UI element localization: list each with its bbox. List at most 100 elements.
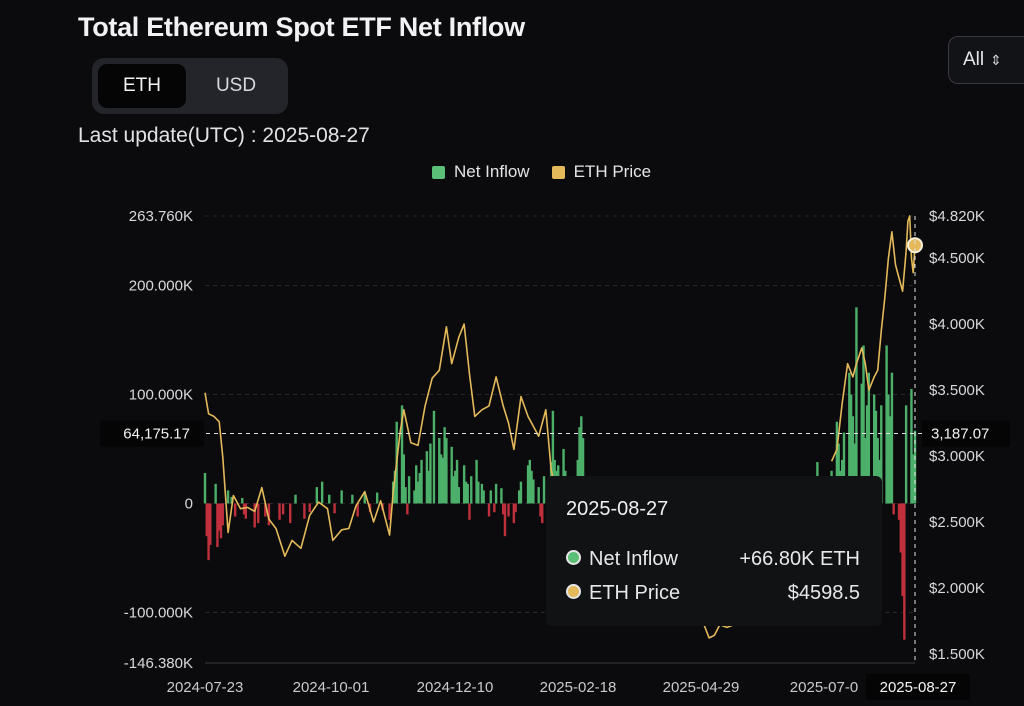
inflow-bar (502, 503, 505, 515)
legend-item-eth-price[interactable]: ETH Price (551, 162, 652, 182)
inflow-bar (494, 483, 498, 504)
inflow-bar (289, 503, 292, 524)
left-axis-tick-label: -146.380K (124, 655, 193, 672)
chevron-updown-icon: ⇕ (990, 52, 1002, 68)
inflow-bar (580, 416, 583, 504)
inflow-bar (393, 470, 397, 504)
inflow-bar (848, 372, 851, 504)
inflow-bar (413, 490, 416, 504)
left-axis-tick-label: 200.000K (129, 277, 193, 294)
inflow-bar (315, 487, 319, 504)
legend-label-eth-price: ETH Price (573, 162, 652, 181)
inflow-bar (264, 503, 267, 517)
inflow-bar (528, 459, 532, 504)
inflow-bar (219, 503, 223, 539)
inflow-bar (216, 503, 219, 548)
right-axis-tick-label: $4.500K (929, 250, 985, 267)
x-axis-tick-label: 2024-10-01 (293, 679, 370, 696)
inflow-bar (517, 490, 521, 504)
inflow-bar (899, 503, 902, 553)
crosshair: 64,175.17 3,187.07 (100, 216, 1010, 663)
inflow-bar (892, 503, 895, 515)
inflow-bar (493, 503, 496, 513)
inflow-bar (404, 487, 407, 504)
inflow-bar (445, 438, 448, 504)
inflow-bar (874, 410, 878, 504)
tooltip-label-eth-price: ETH Price (589, 582, 681, 604)
inflow-bar (214, 483, 217, 504)
inflow-bar (901, 503, 904, 597)
inflow-bar (487, 503, 491, 517)
inflow-bar (897, 503, 901, 520)
inflow-bar (450, 446, 453, 504)
tooltip-row-eth-price: ETH Price $4598.5 (566, 582, 866, 605)
inflow-bar (457, 487, 461, 504)
inflow-bar (887, 394, 890, 504)
inflow-bar (500, 488, 503, 504)
inflow-bar (281, 503, 285, 515)
unit-toggle[interactable]: ETH USD (92, 58, 288, 114)
inflow-bar (241, 498, 244, 504)
inflow-bar (267, 503, 271, 526)
right-axis-tick-label: $2.000K (929, 580, 985, 597)
price-line (830, 215, 916, 462)
x-axis-tick-label: 2025-08-27 (880, 679, 957, 696)
inflow-bar (539, 503, 542, 517)
inflow-bar (480, 483, 484, 504)
inflow-bar (244, 503, 248, 519)
inflow-bar (416, 481, 420, 504)
inflow-bar (418, 472, 421, 504)
x-axis-tick-label: 2025-04-29 (663, 679, 740, 696)
unit-toggle-usd[interactable]: USD (215, 75, 257, 96)
inflow-bar (218, 503, 221, 531)
inflow-bar (885, 345, 888, 504)
inflow-bar (835, 421, 839, 504)
inflow-bars (203, 307, 917, 640)
left-axis-tick-label: 100.000K (129, 386, 193, 403)
inflow-bar (864, 438, 867, 504)
legend-item-net-inflow[interactable]: Net Inflow (432, 162, 530, 182)
inflow-bar (512, 503, 516, 524)
inflow-bar (581, 438, 585, 504)
inflow-bar (468, 503, 471, 520)
inflow-bar (903, 503, 906, 640)
inflow-bar (452, 476, 455, 504)
left-axis-tick-label: 0 (185, 495, 193, 512)
left-axis-tick-label: -100.000K (124, 604, 193, 621)
inflow-bar (402, 454, 405, 504)
inflow-bar (514, 503, 517, 513)
inflow-bar (526, 465, 530, 504)
range-select[interactable]: All ⇕ (948, 36, 1024, 84)
chart-title: Total Ethereum Spot ETF Net Inflow (78, 12, 525, 42)
inflow-bar (849, 394, 853, 504)
tooltip-value-net-inflow: +66.80K ETH (739, 548, 860, 570)
inflow-bar (230, 496, 233, 504)
inflow-bar (415, 465, 418, 504)
inflow-bar (340, 490, 343, 504)
crosshair-right-value: 3,187.07 (931, 426, 989, 443)
inflow-bar (356, 503, 359, 517)
legend-swatch-price (551, 165, 565, 179)
x-axis-tick-label: 2025-07-0 (790, 679, 858, 696)
tooltip-value-eth-price: $4598.5 (787, 582, 860, 604)
inflow-bar (912, 454, 915, 504)
inflow-bar (278, 503, 281, 520)
x-axis-tick-label: 2025-02-18 (540, 679, 617, 696)
inflow-bar (855, 307, 858, 504)
inflow-bar (489, 490, 492, 504)
inflow-bar (221, 503, 224, 526)
inflow-bar (542, 476, 546, 504)
inflow-bar (910, 389, 913, 504)
inflow-bar (865, 405, 869, 504)
inflow-bar (507, 503, 510, 517)
tooltip-dot-inflow (566, 550, 581, 566)
inflow-bar (537, 487, 540, 504)
unit-toggle-eth[interactable]: ETH (98, 64, 186, 108)
inflow-bar (876, 438, 879, 504)
inflow-bar (388, 503, 391, 520)
inflow-bar (205, 503, 208, 537)
inflow-bar (475, 459, 478, 504)
tooltip-date: 2025-08-27 (566, 498, 669, 520)
right-axis-tick-label: $1.500K (929, 646, 985, 663)
